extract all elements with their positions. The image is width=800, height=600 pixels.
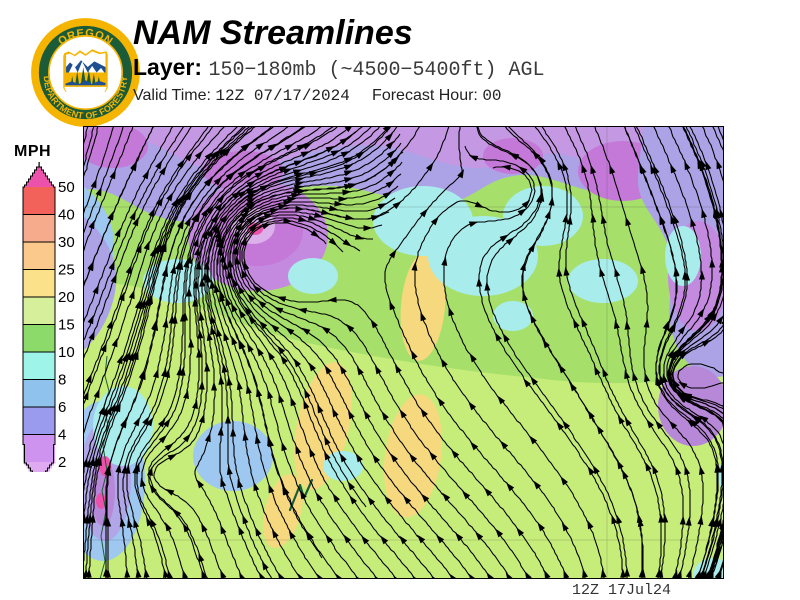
- svg-text:40: 40: [58, 207, 75, 224]
- svg-text:4: 4: [58, 427, 66, 444]
- svg-text:6: 6: [58, 399, 66, 416]
- svg-text:25: 25: [58, 262, 75, 279]
- svg-text:50: 50: [58, 179, 75, 196]
- svg-text:30: 30: [58, 234, 75, 251]
- svg-text:15: 15: [58, 317, 75, 334]
- svg-text:20: 20: [58, 289, 75, 306]
- svg-text:2: 2: [58, 454, 66, 471]
- svg-text:10: 10: [58, 344, 75, 361]
- svg-text:8: 8: [58, 372, 66, 389]
